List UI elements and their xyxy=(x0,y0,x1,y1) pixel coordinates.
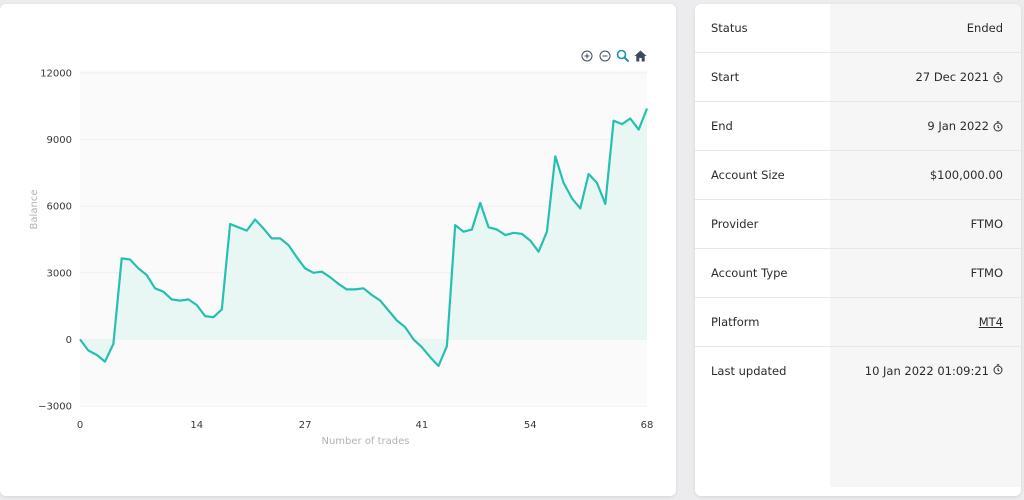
row-label: Status xyxy=(711,21,748,35)
row-label: Provider xyxy=(711,217,759,231)
row-label: Start xyxy=(711,70,740,84)
balance-chart-card: −3000 0 3000 6000 9000 12000 0 14 27 41 54 68 Numbe… xyxy=(0,4,676,496)
info-row-status: Status Ended xyxy=(695,4,1021,53)
zoom-in-icon[interactable] xyxy=(580,49,593,62)
y-tick-label: 6000 xyxy=(47,202,72,213)
end-value: 9 Jan 2022 xyxy=(927,119,989,133)
account-info-panel: Status Ended Start 27 Dec 2021 End 9 Jan… xyxy=(695,4,1021,496)
account-size-value: $100,000.00 xyxy=(929,168,1003,182)
info-row-last-updated: Last updated 10 Jan 2022 01:09:21 xyxy=(695,347,1021,487)
y-tick-label: 3000 xyxy=(47,268,72,279)
y-tick-label: 12000 xyxy=(40,69,72,80)
info-row-start: Start 27 Dec 2021 xyxy=(695,53,1021,102)
clock-icon xyxy=(993,71,1003,83)
balance-chart: −3000 0 3000 6000 9000 12000 0 14 27 41 54 68 Numbe… xyxy=(29,69,653,448)
info-row-platform: Platform MT4 xyxy=(695,298,1021,347)
x-tick-label: 14 xyxy=(190,420,203,431)
provider-value: FTMO xyxy=(970,217,1003,231)
series-line xyxy=(79,108,649,368)
info-row-provider: Provider FTMO xyxy=(695,200,1021,249)
zoom-select-icon[interactable] xyxy=(616,49,629,62)
x-tick-label: 41 xyxy=(416,420,429,431)
x-axis-label: Number of trades xyxy=(321,436,409,447)
account-type-value: FTMO xyxy=(970,266,1003,280)
status-value: Ended xyxy=(966,21,1003,35)
x-tick-label: 27 xyxy=(299,420,312,431)
x-tick-label: 0 xyxy=(77,420,83,431)
info-row-account-size: Account Size $100,000.00 xyxy=(695,151,1021,200)
last-updated-value: 10 Jan 2022 01:09:21 xyxy=(864,364,989,378)
x-tick-label: 54 xyxy=(524,420,537,431)
home-icon[interactable] xyxy=(634,49,647,62)
row-label: End xyxy=(711,119,733,133)
y-tick-label: −3000 xyxy=(38,402,72,413)
chart-toolbar xyxy=(580,49,647,62)
x-tick-label: 68 xyxy=(641,420,654,431)
platform-link[interactable]: MT4 xyxy=(978,315,1003,329)
row-label: Account Type xyxy=(711,266,788,280)
y-tick-label: 0 xyxy=(66,335,72,346)
row-label: Account Size xyxy=(711,168,785,182)
y-axis-label: Balance xyxy=(29,190,40,230)
start-value: 27 Dec 2021 xyxy=(915,70,989,84)
row-label: Platform xyxy=(711,315,760,329)
info-row-account-type: Account Type FTMO xyxy=(695,249,1021,298)
clock-icon xyxy=(993,120,1003,132)
info-row-end: End 9 Jan 2022 xyxy=(695,102,1021,151)
clock-icon xyxy=(993,364,1003,375)
ticks: −3000 0 3000 6000 9000 12000 0 14 27 41 54 68 xyxy=(38,69,653,432)
series-area xyxy=(79,108,649,368)
row-label: Last updated xyxy=(711,364,787,378)
zoom-out-icon[interactable] xyxy=(598,49,611,62)
y-tick-label: 9000 xyxy=(47,135,72,146)
series-fill xyxy=(80,108,647,366)
